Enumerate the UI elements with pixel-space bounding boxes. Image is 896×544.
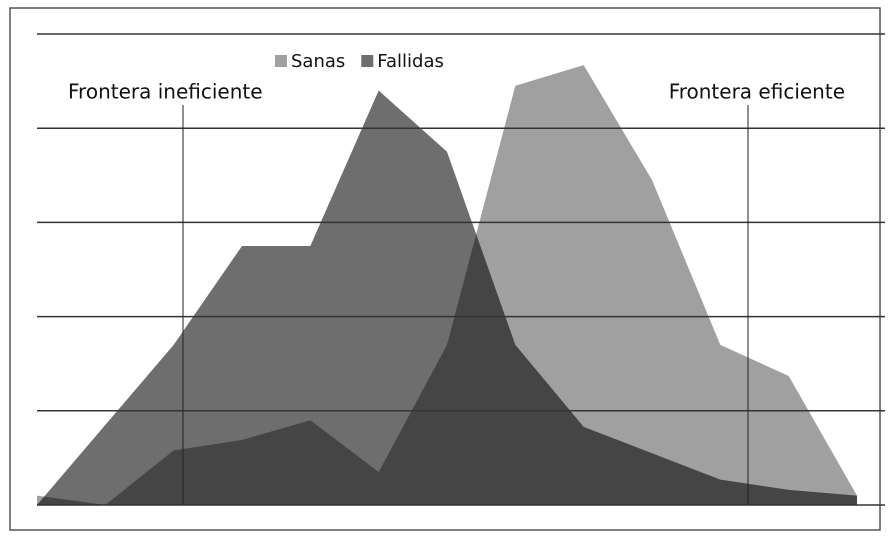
annotation: Frontera ineficiente	[68, 80, 263, 104]
overlay: Frontera ineficiente Frontera eficiente Sa…	[37, 33, 885, 506]
area	[37, 90, 857, 506]
annotation: Frontera eficiente	[669, 80, 845, 104]
legend-label: Fallidas	[377, 51, 444, 72]
legend-swatch	[275, 55, 287, 67]
legend-label: Sanas	[291, 51, 345, 72]
legend-swatch	[361, 55, 374, 67]
area	[37, 65, 857, 505]
plot-area	[37, 65, 857, 506]
